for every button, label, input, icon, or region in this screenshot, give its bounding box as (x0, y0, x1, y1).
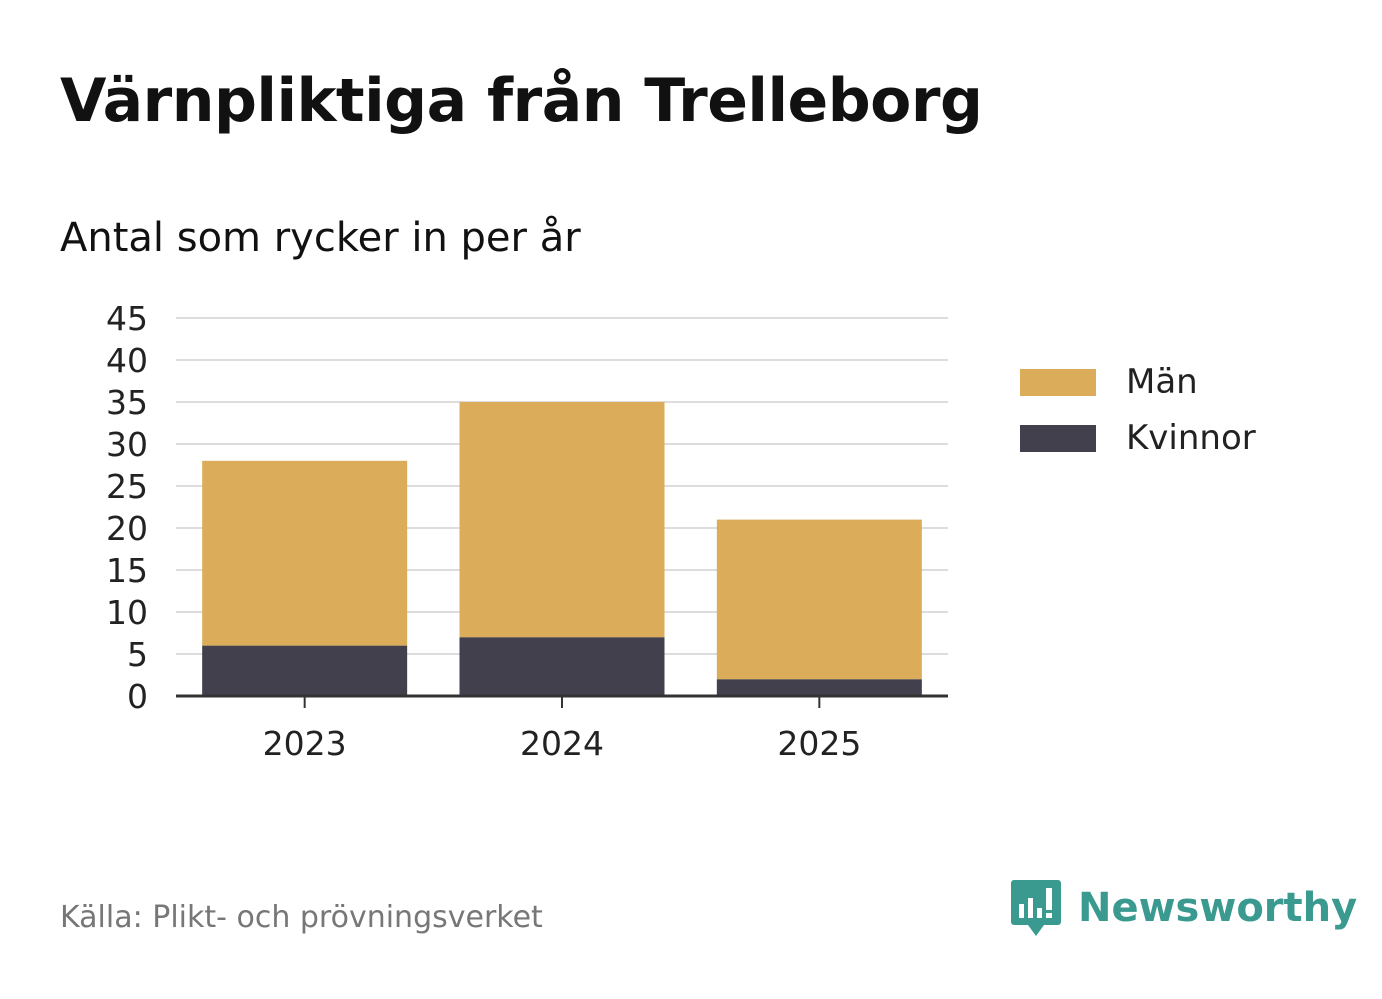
legend-label-kvinnor: Kvinnor (1126, 418, 1256, 458)
y-tick-label: 40 (106, 341, 148, 380)
y-tick-label: 0 (127, 677, 148, 716)
legend-swatch-man (1020, 368, 1096, 396)
bars (202, 402, 922, 696)
bar-m-n-2024 (459, 402, 665, 638)
legend-swatch-kvinnor (1020, 424, 1096, 452)
y-tick-label: 10 (106, 593, 148, 632)
y-tick-label: 30 (106, 425, 148, 464)
brand-logo: Newsworthy (1010, 878, 1357, 938)
y-tick-label: 15 (106, 551, 148, 590)
y-tick-label: 35 (106, 383, 148, 422)
legend-item-man: Män (1020, 354, 1256, 410)
y-tick-label: 20 (106, 509, 148, 548)
x-tick-label: 2025 (777, 724, 861, 763)
x-tick-label: 2023 (263, 724, 347, 763)
y-tick-label: 5 (127, 635, 148, 674)
legend: Män Kvinnor (1020, 354, 1256, 466)
bar-m-n-2025 (716, 519, 922, 680)
newsworthy-logo-icon (1011, 880, 1061, 936)
bar-kvinnor-2024 (459, 637, 665, 696)
legend-item-kvinnor: Kvinnor (1020, 410, 1256, 466)
legend-label-man: Män (1126, 362, 1198, 402)
chart-title: Värnpliktiga från Trelleborg (60, 66, 983, 136)
brand-name: Newsworthy (1078, 885, 1358, 931)
bar-kvinnor-2023 (202, 645, 408, 696)
bar-m-n-2023 (202, 460, 408, 646)
source-note: Källa: Plikt- och prövningsverket (60, 900, 543, 935)
y-tick-label: 25 (106, 467, 148, 506)
chart-subtitle: Antal som rycker in per år (60, 215, 581, 261)
y-tick-label: 45 (106, 299, 148, 338)
x-tick-label: 2024 (520, 724, 604, 763)
bar-kvinnor-2025 (716, 679, 922, 696)
